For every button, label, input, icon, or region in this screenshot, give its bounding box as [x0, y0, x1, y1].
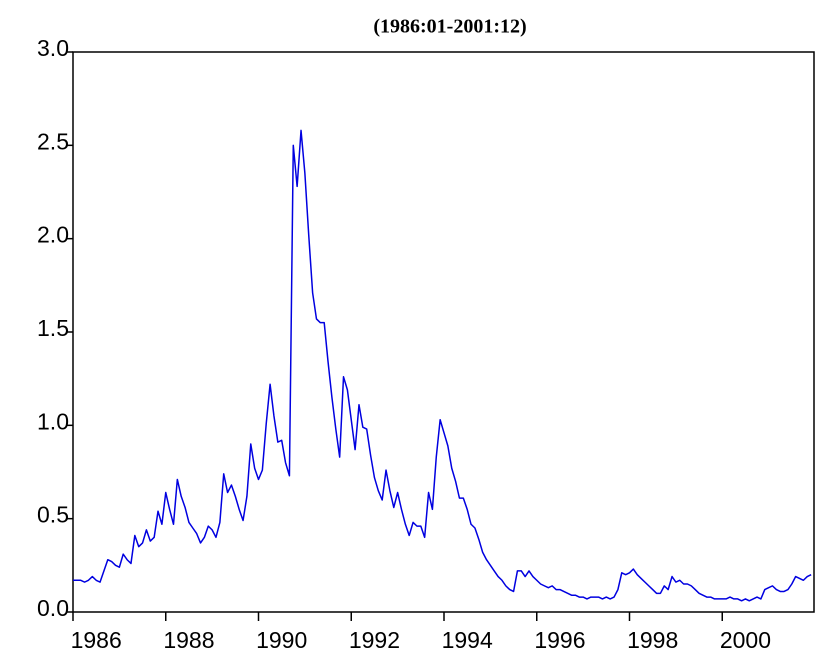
- chart-title: (1986:01-2001:12): [373, 16, 526, 38]
- x-tick-label: 1996: [534, 627, 585, 653]
- y-tick-label: 3.0: [37, 35, 69, 61]
- x-tick-label: 2000: [720, 627, 771, 653]
- y-tick-label: 2.5: [37, 128, 69, 154]
- x-tick-label: 1988: [163, 627, 214, 653]
- x-tick-label: 1990: [256, 627, 307, 653]
- y-tick-label: 1.0: [37, 408, 69, 434]
- y-tick-label: 2.0: [37, 222, 69, 248]
- y-tick-label: 1.5: [37, 315, 69, 341]
- data-line: [73, 129, 812, 602]
- y-tick-label: 0.5: [37, 502, 69, 528]
- x-tick-label: 1998: [627, 627, 678, 653]
- plot-frame: [72, 51, 815, 613]
- y-tick-label: 0.0: [37, 595, 69, 621]
- x-tick-label: 1994: [442, 627, 493, 653]
- x-tick-label: 1986: [71, 627, 122, 653]
- x-tick-label: 1992: [349, 627, 400, 653]
